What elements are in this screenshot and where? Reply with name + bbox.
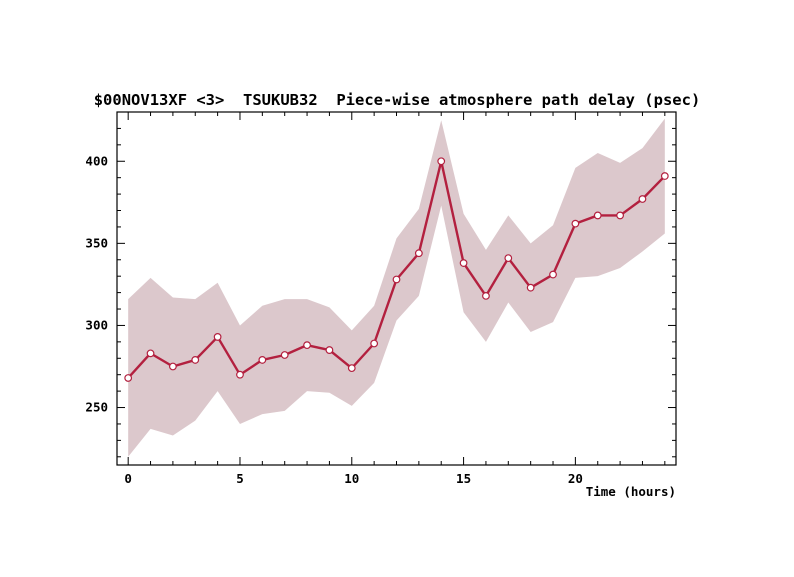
data-point <box>325 346 334 354</box>
y-tick-label: 250 <box>85 400 108 415</box>
data-point <box>370 339 379 348</box>
data-point <box>392 275 401 284</box>
y-tick-label: 400 <box>85 153 108 168</box>
data-point <box>526 283 535 292</box>
data-point <box>437 157 446 166</box>
data-point <box>146 349 155 358</box>
chart-title: $00NOV13XF <3> TSUKUB32 Piece-wise atmos… <box>94 91 701 109</box>
data-point <box>258 356 267 364</box>
data-point <box>504 254 513 263</box>
data-point <box>638 195 647 203</box>
x-tick-label: 20 <box>568 471 583 486</box>
data-point <box>593 211 602 220</box>
data-point <box>191 356 200 364</box>
data-point <box>616 211 624 220</box>
data-point <box>347 364 356 373</box>
axis-ticks <box>117 111 676 465</box>
data-point <box>549 270 557 279</box>
x-tick-label: 15 <box>456 471 471 486</box>
data-point <box>280 351 289 359</box>
data-point <box>124 374 133 382</box>
data-point <box>303 341 311 350</box>
x-axis-label: Time (hours) <box>586 484 676 499</box>
data-point <box>414 249 423 258</box>
y-tick-label: 300 <box>85 317 108 332</box>
data-point-layer <box>124 157 669 382</box>
data-point <box>482 291 490 300</box>
x-tick-label: 5 <box>236 471 244 486</box>
axis-tick-labels: 0 5 10 15 20 250 300 350 400 <box>85 153 582 486</box>
data-point <box>168 362 177 371</box>
data-point <box>213 333 222 341</box>
y-tick-label: 350 <box>85 235 108 250</box>
data-point <box>236 370 244 379</box>
error-band-layer <box>128 118 665 457</box>
error-band <box>128 118 665 457</box>
data-point <box>660 172 669 180</box>
data-point <box>571 219 580 228</box>
data-point <box>459 259 468 267</box>
x-tick-label: 0 <box>124 471 132 486</box>
x-tick-label: 10 <box>344 471 359 486</box>
